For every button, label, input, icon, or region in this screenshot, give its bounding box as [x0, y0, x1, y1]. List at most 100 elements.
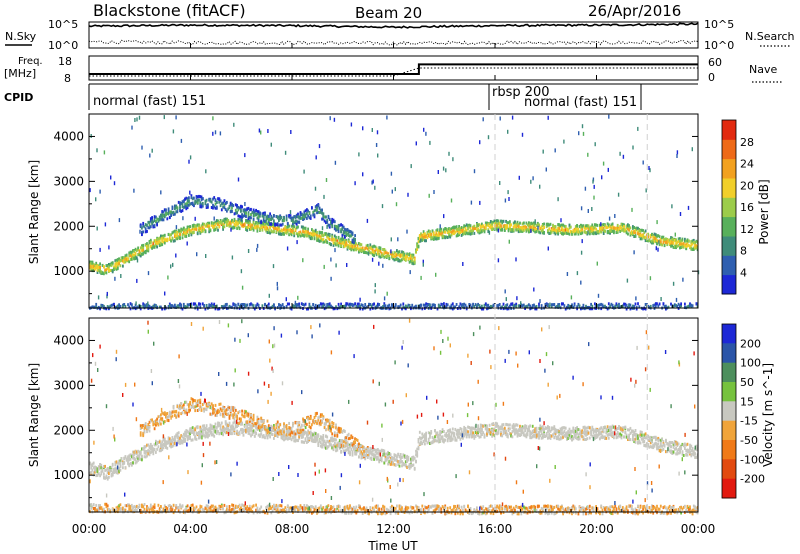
velocity-cell: [342, 450, 345, 454]
power-cell: [676, 244, 679, 248]
power-cell: [539, 231, 542, 235]
power-cell: [257, 304, 260, 308]
power-cell: [428, 193, 430, 198]
power-cell: [686, 241, 689, 245]
velocity-cell: [319, 444, 322, 448]
power-cell: [242, 303, 245, 306]
power-cell: [191, 201, 194, 205]
power-cell: [194, 201, 197, 205]
velocity-cell: [288, 428, 290, 432]
power-cell: [215, 221, 218, 225]
power-cell: [601, 175, 603, 180]
power-cell: [596, 223, 599, 227]
power-cell: [230, 227, 232, 232]
velocity-cell: [122, 466, 124, 470]
power-cell: [265, 225, 268, 229]
power-cell: [537, 225, 539, 230]
velocity-cell: [210, 426, 213, 430]
power-cell: [133, 188, 135, 193]
power-cell: [396, 253, 398, 257]
power-cell: [663, 305, 666, 309]
power-cell: [195, 228, 198, 232]
power-cell: [465, 307, 468, 311]
velocity-cell: [201, 428, 204, 432]
power-cell: [358, 304, 360, 308]
power-cell: [604, 224, 606, 228]
power-cell: [432, 303, 435, 307]
power-cell: [592, 231, 595, 235]
power-cell: [330, 304, 332, 308]
power-cell: [205, 254, 207, 258]
power-cell: [167, 209, 170, 213]
power-cell: [108, 245, 110, 250]
power-cell: [625, 231, 628, 235]
power-cell: [186, 305, 189, 309]
velocity-cell: [421, 432, 424, 436]
velocity-cell: [114, 463, 117, 467]
velocity-cell: [147, 449, 150, 453]
power-cell: [470, 232, 473, 236]
power-cell: [346, 243, 349, 247]
power-cell: [580, 224, 582, 227]
velocity-cell: [425, 433, 427, 437]
power-cell: [237, 225, 240, 229]
power-cell: [482, 228, 485, 232]
power-cell: [370, 304, 373, 308]
power-cell: [387, 254, 389, 258]
power-cell: [460, 233, 463, 237]
power-cell: [599, 303, 601, 307]
power-cell: [660, 297, 662, 301]
velocity-cell: [101, 468, 104, 472]
noise-panel: N.Sky 10^5 10^0 10^5 10^0 N.Search: [5, 18, 795, 52]
power-cell: [484, 221, 487, 225]
power-cell: [208, 198, 211, 202]
power-cell: [633, 250, 635, 255]
power-cell: [241, 215, 243, 219]
power-cell: [179, 232, 181, 236]
power-cell: [363, 249, 365, 253]
power-cell: [568, 232, 571, 236]
power-cell: [374, 289, 376, 294]
power-cell: [424, 232, 426, 236]
power-cell: [214, 202, 217, 206]
power-cell: [175, 230, 178, 234]
velocity-cell: [203, 434, 205, 438]
power-cell: [394, 253, 397, 256]
power-cell: [591, 207, 593, 211]
power-cell: [446, 229, 449, 232]
power-cell: [559, 231, 562, 235]
velocity-cell: [319, 435, 322, 439]
cpid-segment-3: normal (fast) 151: [524, 95, 637, 110]
power-cell: [366, 243, 369, 247]
velocity-cell: [306, 431, 308, 435]
power-cell: [219, 131, 222, 136]
power-cell: [316, 231, 318, 234]
power-cell: [652, 234, 655, 237]
velocity-cell: [288, 436, 290, 440]
power-cell: [271, 225, 274, 229]
power-cell: [352, 238, 355, 242]
power-cell: [260, 130, 262, 135]
power-cell: [627, 227, 629, 231]
power-cell: [155, 215, 157, 219]
power-cell: [110, 269, 113, 272]
velocity-cell: [326, 435, 329, 439]
power-cell: [261, 221, 264, 225]
power-cell: [356, 302, 359, 306]
velocity-cell: [368, 450, 370, 454]
power-cell: [229, 224, 232, 228]
power-cell: [210, 221, 213, 225]
power-cell: [160, 243, 162, 247]
velocity-cell: [111, 462, 114, 466]
power-cell: [609, 229, 611, 233]
velocity-cell: [335, 449, 337, 453]
velocity-cell: [161, 447, 164, 451]
velocity-cell: [351, 453, 354, 457]
power-cell: [290, 233, 293, 237]
power-cell: [185, 207, 188, 211]
power-cell: [276, 228, 279, 232]
power-cell: [558, 225, 561, 229]
power-cell: [303, 226, 306, 230]
power-cell: [460, 303, 463, 307]
power-cell: [412, 260, 415, 264]
